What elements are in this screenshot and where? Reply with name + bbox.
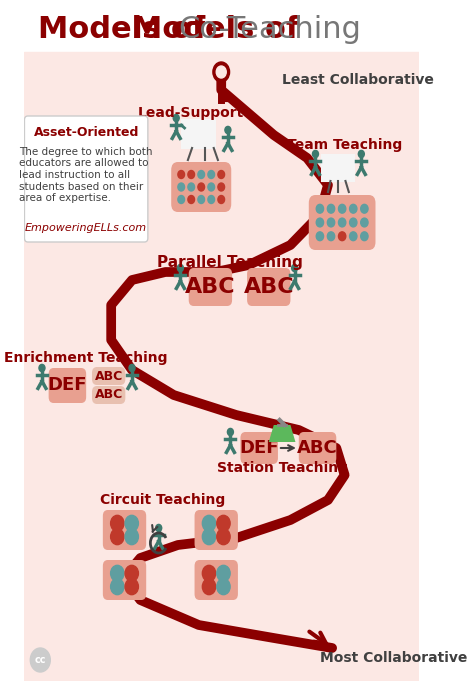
Text: ABC: ABC [297, 439, 338, 457]
FancyBboxPatch shape [92, 367, 125, 385]
Circle shape [178, 170, 184, 178]
Circle shape [188, 183, 194, 191]
Circle shape [177, 264, 183, 272]
Circle shape [178, 183, 184, 191]
Bar [24, 0, 419, 52]
Polygon shape [269, 425, 295, 442]
Circle shape [202, 516, 216, 531]
Circle shape [188, 170, 194, 178]
Text: cc: cc [35, 655, 46, 665]
Circle shape [110, 516, 124, 531]
Text: ABC: ABC [94, 388, 123, 402]
FancyBboxPatch shape [194, 510, 238, 550]
Text: ABC: ABC [185, 277, 236, 297]
Circle shape [292, 264, 298, 272]
Text: ABC: ABC [94, 370, 123, 383]
FancyBboxPatch shape [240, 432, 278, 464]
Circle shape [228, 428, 233, 436]
Circle shape [213, 62, 229, 82]
Circle shape [361, 204, 368, 213]
Circle shape [328, 204, 335, 213]
Circle shape [350, 232, 357, 240]
Circle shape [125, 516, 138, 531]
Circle shape [217, 516, 230, 531]
Circle shape [110, 579, 124, 595]
Circle shape [350, 218, 357, 227]
Text: Station Teaching: Station Teaching [217, 461, 347, 475]
FancyBboxPatch shape [309, 195, 375, 250]
Circle shape [208, 183, 215, 191]
Text: DEF: DEF [239, 439, 279, 457]
FancyBboxPatch shape [247, 268, 291, 306]
Circle shape [328, 218, 335, 227]
Text: Models of: Models of [132, 16, 310, 44]
Circle shape [155, 524, 162, 532]
Circle shape [39, 364, 45, 372]
Circle shape [316, 232, 324, 240]
Circle shape [350, 204, 357, 213]
FancyBboxPatch shape [189, 268, 232, 306]
Circle shape [208, 195, 215, 204]
Circle shape [110, 528, 124, 545]
Circle shape [358, 151, 365, 157]
Circle shape [198, 183, 205, 191]
FancyBboxPatch shape [171, 162, 231, 212]
Text: Enrichment Teaching: Enrichment Teaching [4, 351, 168, 365]
Circle shape [30, 648, 50, 672]
Circle shape [178, 195, 184, 204]
Circle shape [125, 528, 138, 545]
Bar [182, 120, 215, 148]
Text: Models of: Models of [38, 16, 206, 44]
FancyBboxPatch shape [103, 560, 146, 600]
Circle shape [110, 565, 124, 582]
Circle shape [129, 364, 135, 372]
Circle shape [338, 204, 346, 213]
Circle shape [361, 232, 368, 240]
Text: DEF: DEF [48, 377, 87, 394]
Text: Circuit Teaching: Circuit Teaching [100, 493, 226, 507]
Circle shape [316, 218, 324, 227]
FancyBboxPatch shape [299, 432, 337, 464]
Circle shape [173, 114, 179, 122]
Circle shape [218, 170, 225, 178]
Circle shape [328, 232, 335, 240]
Circle shape [198, 195, 205, 204]
Circle shape [338, 232, 346, 240]
Circle shape [198, 170, 205, 178]
Circle shape [218, 183, 225, 191]
Circle shape [217, 565, 230, 582]
Circle shape [361, 218, 368, 227]
Text: Most Collaborative: Most Collaborative [319, 651, 467, 665]
Text: ABC: ABC [244, 277, 294, 297]
Circle shape [125, 579, 138, 595]
Circle shape [217, 579, 230, 595]
Circle shape [208, 170, 215, 178]
Circle shape [216, 66, 226, 78]
FancyBboxPatch shape [49, 368, 86, 403]
Circle shape [202, 565, 216, 582]
Circle shape [312, 151, 319, 157]
Circle shape [218, 195, 225, 204]
Text: Asset-Oriented: Asset-Oriented [34, 125, 139, 138]
Circle shape [217, 528, 230, 545]
Text: Lead-Support: Lead-Support [137, 106, 244, 120]
Circle shape [316, 204, 324, 213]
Circle shape [202, 528, 216, 545]
Text: EmpoweringELLs.com: EmpoweringELLs.com [25, 223, 147, 233]
Text: Least Collaborative: Least Collaborative [282, 73, 434, 87]
Circle shape [225, 127, 231, 133]
Text: Team Teaching: Team Teaching [287, 138, 402, 152]
Circle shape [202, 579, 216, 595]
FancyBboxPatch shape [25, 116, 148, 242]
Circle shape [188, 195, 194, 204]
FancyBboxPatch shape [92, 386, 125, 404]
FancyBboxPatch shape [194, 560, 238, 600]
Bar [322, 155, 354, 181]
FancyBboxPatch shape [103, 510, 146, 550]
Circle shape [125, 565, 138, 582]
Text: The degree to which both
educators are allowed to
lead instruction to all
studen: The degree to which both educators are a… [19, 147, 153, 203]
Circle shape [338, 218, 346, 227]
Text: Co-Teaching: Co-Teaching [178, 16, 361, 44]
Text: Parallel Teaching: Parallel Teaching [157, 255, 303, 270]
